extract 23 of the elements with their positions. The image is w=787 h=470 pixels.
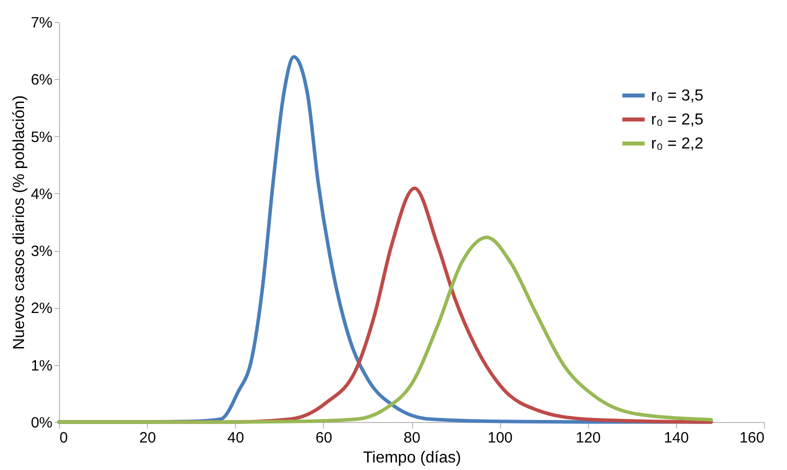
x-tick-label: 120 <box>576 430 601 446</box>
x-tick-label: 100 <box>488 430 513 446</box>
x-tick-label: 80 <box>404 430 420 446</box>
x-tick-label: 60 <box>316 430 332 446</box>
x-tick-label: 40 <box>227 430 244 446</box>
y-tick-label: 7% <box>30 14 52 32</box>
x-tick-label: 20 <box>139 430 156 446</box>
y-axis-title: Nuevos casos diarios (% población) <box>10 95 28 350</box>
line-series <box>57 236 713 424</box>
y-tick-label: 3% <box>30 243 52 260</box>
legend-label: r₀ = 2,2 <box>651 136 704 152</box>
y-tick-label: 2% <box>30 300 52 318</box>
y-tick-label: 6% <box>30 72 52 89</box>
y-tick-label: 0% <box>30 414 52 432</box>
x-tick-label: 140 <box>664 430 689 446</box>
legend-label: r₀ = 2,5 <box>651 112 704 128</box>
y-tick-label: 5% <box>30 128 52 146</box>
y-tick-label: 4% <box>30 186 52 203</box>
legend-label: r₀ = 3,5 <box>651 88 704 104</box>
x-tick-label: 0 <box>60 430 68 446</box>
x-tick-label: 160 <box>739 430 764 446</box>
x-axis-title: Tiempo (días) <box>362 450 462 466</box>
y-tick-label: 1% <box>30 357 52 374</box>
